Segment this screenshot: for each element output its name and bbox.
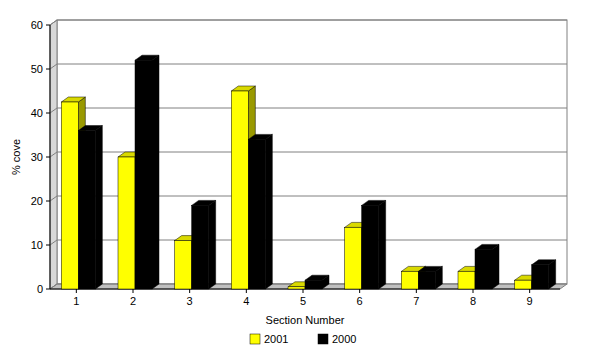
bar-front [458, 271, 475, 289]
bar-top [61, 97, 85, 102]
bar-front [532, 265, 549, 289]
bar [192, 200, 216, 289]
y-tick-label: 30 [31, 151, 43, 163]
y-tick [46, 25, 50, 26]
bar-front [362, 205, 379, 289]
bar-front [192, 205, 209, 289]
bar-front [175, 241, 192, 289]
x-tick [133, 289, 134, 293]
x-axis-label: Section Number [266, 314, 345, 326]
bars [61, 55, 555, 289]
legend-label: 2000 [332, 333, 356, 345]
x-tick [473, 289, 474, 293]
grid-line [57, 20, 567, 21]
bar-front [118, 157, 135, 289]
bar-side [379, 200, 386, 289]
x-tick [76, 289, 77, 293]
y-tick [46, 245, 50, 246]
y-tick-label: 50 [31, 63, 43, 75]
y-tick [46, 289, 50, 290]
x-tick-label: 1 [73, 295, 79, 307]
bar-front [248, 139, 265, 289]
y-tick [46, 69, 50, 70]
bar [362, 200, 386, 289]
bar-front [305, 280, 322, 289]
grid-line-side [50, 64, 57, 69]
bar [135, 55, 159, 289]
legend-swatch [250, 334, 260, 344]
y-tick [46, 113, 50, 114]
bar-front [61, 102, 78, 289]
y-tick [46, 201, 50, 202]
x-tick-label: 7 [413, 295, 419, 307]
x-tick-label: 2 [130, 295, 136, 307]
grid-line [57, 108, 567, 109]
bar-front [475, 249, 492, 289]
y-tick-label: 20 [31, 195, 43, 207]
grid-line-side [50, 20, 57, 25]
x-tick-label: 5 [300, 295, 306, 307]
grid-line [57, 64, 567, 65]
bar-top [231, 86, 255, 91]
bar-top [475, 244, 499, 249]
grid-line-side [50, 196, 57, 201]
y-tick [46, 157, 50, 158]
bar [78, 126, 102, 289]
legend-label: 2001 [264, 333, 288, 345]
bar-top [192, 200, 216, 205]
x-tick [303, 289, 304, 293]
bar [305, 275, 329, 289]
x-tick [416, 289, 417, 293]
grid-line-side [50, 152, 57, 157]
bar-front [231, 91, 248, 289]
x-tick-label: 6 [357, 295, 363, 307]
y-tick-label: 0 [37, 283, 43, 295]
bar [532, 260, 556, 289]
x-tick-label: 3 [187, 295, 193, 307]
x-tick [189, 289, 190, 293]
bar-front [515, 280, 532, 289]
x-tick-label: 9 [527, 295, 533, 307]
bar [475, 244, 499, 289]
y-axis-label: % cove [10, 139, 22, 175]
x-tick-label: 8 [470, 295, 476, 307]
bar-front [135, 60, 152, 289]
bar-side [209, 200, 216, 289]
bar-top [135, 55, 159, 60]
y-axis [50, 25, 51, 289]
bar-side [95, 126, 102, 289]
side-wall [50, 20, 57, 289]
x-tick [359, 289, 360, 293]
x-tick [246, 289, 247, 293]
grid-line-side [50, 240, 57, 245]
bar-top [248, 134, 272, 139]
bar-side [492, 244, 499, 289]
bar-top [78, 126, 102, 131]
bar-front [418, 271, 435, 289]
y-tick-label: 40 [31, 107, 43, 119]
bar [248, 134, 272, 289]
bar-top [362, 200, 386, 205]
grid-line-side [50, 108, 57, 113]
bar-front [401, 271, 418, 289]
y-tick-label: 60 [31, 19, 43, 31]
legend-swatch [318, 334, 328, 344]
bar-front [288, 287, 305, 289]
x-tick [529, 289, 530, 293]
bar [418, 266, 442, 289]
bar-side [265, 134, 272, 289]
x-tick-label: 4 [243, 295, 249, 307]
bar-top [305, 275, 329, 280]
bar-front [345, 227, 362, 289]
grid-line-side [50, 284, 57, 289]
bar-front [78, 131, 95, 289]
bar-top [418, 266, 442, 271]
bar-side [152, 55, 159, 289]
chart: 0 10 20 30 40 50 60 1 2 3 4 5 6 7 8 9 Section Number % co… [0, 0, 600, 358]
bar-top [532, 260, 556, 265]
y-tick-label: 10 [31, 239, 43, 251]
